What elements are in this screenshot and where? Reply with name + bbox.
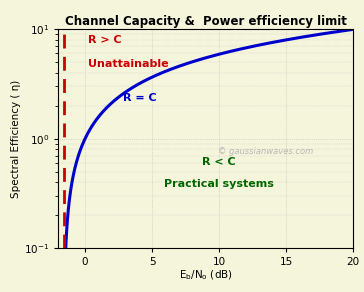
Title: Channel Capacity &  Power efficiency limit: Channel Capacity & Power efficiency limi… [65, 15, 347, 28]
Text: Practical systems: Practical systems [164, 179, 274, 189]
Text: R < C: R < C [202, 157, 236, 167]
Text: R = C: R = C [123, 93, 156, 103]
Text: © gaussianwaves.com: © gaussianwaves.com [218, 147, 314, 156]
Text: Unattainable: Unattainable [88, 59, 168, 69]
X-axis label: $\mathrm{E_b/N_o}$ (dB): $\mathrm{E_b/N_o}$ (dB) [179, 269, 233, 282]
Y-axis label: Spectral Efficiency ( η): Spectral Efficiency ( η) [11, 80, 21, 198]
Text: R > C: R > C [88, 35, 121, 45]
